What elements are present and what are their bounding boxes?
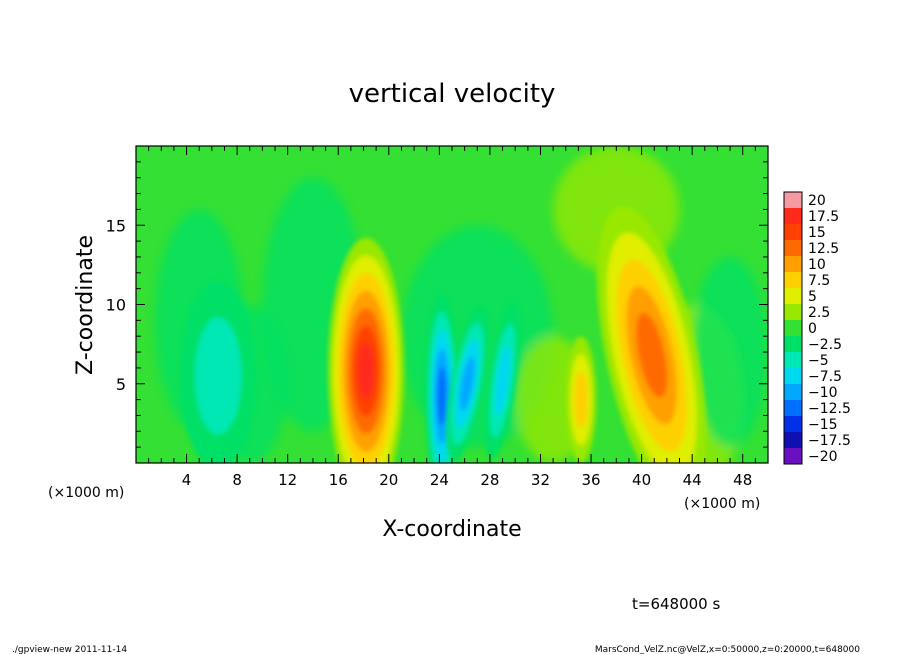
x-tick-label: 36 [581,471,600,489]
colorbar-swatch [784,432,802,449]
y-tick-label: 15 [106,216,126,235]
contour-level [194,317,242,435]
colorbar-label: 2.5 [808,305,830,321]
updraft-core [597,206,707,463]
colorbar-label: −7.5 [808,369,842,385]
colorbar-swatch [784,288,802,305]
x-tick-label: 48 [733,471,752,489]
velocity-field [136,146,768,463]
colorbar-swatch [784,192,802,209]
colorbar-label: −12.5 [808,401,851,417]
colorbar-swatch [784,368,802,385]
contour-level [437,366,447,426]
chart-title: vertical velocity [349,79,556,109]
contour-level [358,343,375,400]
time-label: t=648000 s [632,595,720,613]
x-unit-right: (×1000 m) [684,496,760,512]
colorbar-swatch [784,384,802,401]
colorbar-label: −15 [808,417,838,433]
x-tick-label: 16 [329,471,348,489]
x-tick-label: 20 [379,471,398,489]
colorbar: 2017.51512.5107.552.50−2.5−5−7.5−10−12.5… [783,191,851,465]
contour-level [574,371,588,428]
updraft-core [328,237,404,463]
x-tick-label: 8 [232,471,242,489]
colorbar-swatch [784,304,802,321]
x-axis-label: X-coordinate [382,517,521,542]
colorbar-swatch [784,448,802,465]
y-tick-label: 5 [116,375,126,394]
colorbar-label: 20 [808,193,826,209]
contour-level [459,356,475,411]
colorbar-label: 15 [808,225,826,241]
colorbar-label: 17.5 [808,209,839,225]
x-tick-label: 12 [278,471,297,489]
downdraft-core [180,280,257,463]
colorbar-swatch [784,400,802,417]
colorbar-label: 10 [808,257,826,273]
colorbar-label: −2.5 [808,337,842,353]
y-tick-label: 10 [106,296,126,315]
colorbar-swatch [784,352,802,369]
y-axis: 5 10 15 [106,161,768,448]
x-tick-label: 32 [531,471,550,489]
x-unit-left: (×1000 m) [48,485,124,501]
colorbar-swatch [784,320,802,337]
x-tick-label: 28 [480,471,499,489]
x-tick-label: 24 [430,471,449,489]
contour-level [494,345,511,416]
downdraft-core [445,305,489,462]
updraft-core [565,336,597,463]
footer-right: MarsCond_VelZ.nc@VelZ,x=0:50000,z=0:2000… [595,645,860,654]
x-tick-label: 44 [683,471,702,489]
colorbar-label: −20 [808,449,838,465]
footer-left: ./gpview-new 2011-11-14 [12,645,127,654]
colorbar-swatch [784,208,802,225]
colorbar-label: 0 [808,321,817,337]
downdraft-core [484,302,521,460]
colorbar-label: −17.5 [808,433,851,449]
colorbar-label: −5 [808,353,829,369]
colorbar-swatch [784,256,802,273]
colorbar-label: −10 [808,385,838,401]
colorbar-label: 5 [808,289,817,305]
colorbar-swatch [784,224,802,241]
colorbar-label: 7.5 [808,273,830,289]
contour-level [636,312,668,398]
colorbar-swatch [784,272,802,289]
colorbar-swatch [784,240,802,257]
x-tick-label: 4 [182,471,192,489]
y-axis-label: Z-coordinate [73,235,98,375]
colorbar-label: 12.5 [808,241,839,257]
colorbar-swatch [784,416,802,433]
velocity-extrema [180,206,707,463]
x-axis: 4 8 12 16 20 24 28 32 36 40 44 48 [148,146,756,489]
colorbar-swatch [784,336,802,353]
weak-anomaly [692,256,768,448]
colorbar-frame [783,191,803,465]
x-tick-label: 40 [632,471,651,489]
